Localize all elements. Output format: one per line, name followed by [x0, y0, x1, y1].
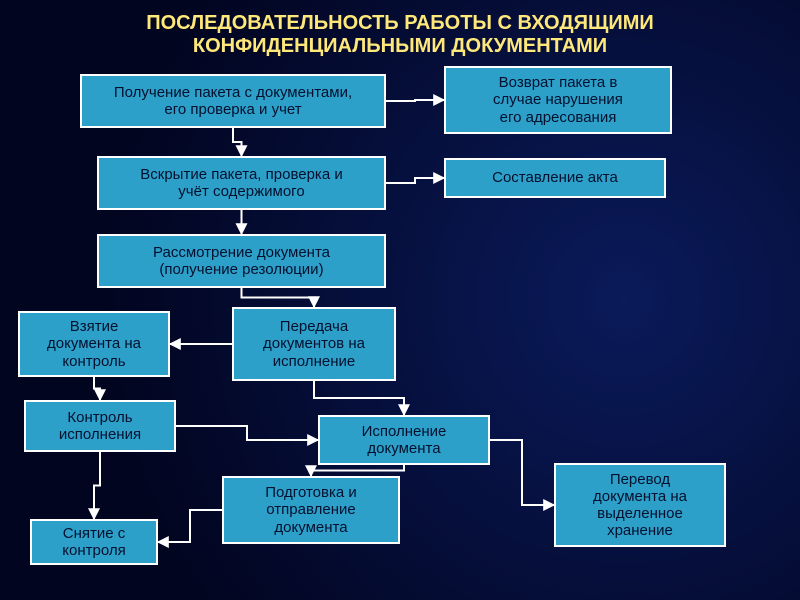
flowchart-edge: [386, 100, 444, 101]
flowchart-node: Перевод документа на выделенное хранение: [554, 463, 726, 547]
flowchart-node: Исполнение документа: [318, 415, 490, 465]
flowchart-node: Контроль исполнения: [24, 400, 176, 452]
flowchart-node: Вскрытие пакета, проверка и учёт содержи…: [97, 156, 386, 210]
flowchart-edge: [94, 452, 100, 519]
flowchart-node: Снятие с контроля: [30, 519, 158, 565]
flowchart-node: Взятие документа на контроль: [18, 311, 170, 377]
flowchart-edge: [158, 510, 222, 542]
diagram-stage: ПОСЛЕДОВАТЕЛЬНОСТЬ РАБОТЫ С ВХОДЯЩИМИ КО…: [0, 0, 800, 600]
flowchart-edge: [242, 288, 315, 307]
flowchart-edge: [233, 128, 242, 156]
flowchart-node: Передача документов на исполнение: [232, 307, 396, 381]
diagram-title: ПОСЛЕДОВАТЕЛЬНОСТЬ РАБОТЫ С ВХОДЯЩИМИ КО…: [0, 12, 800, 58]
flowchart-node: Подготовка и отправление документа: [222, 476, 400, 544]
flowchart-edge: [386, 178, 444, 183]
flowchart-node: Рассмотрение документа (получение резолю…: [97, 234, 386, 288]
flowchart-edge: [311, 465, 404, 476]
flowchart-node: Получение пакета с документами, его пров…: [80, 74, 386, 128]
flowchart-edge: [94, 377, 100, 400]
flowchart-edge: [314, 381, 404, 415]
flowchart-node: Возврат пакета в случае нарушения его ад…: [444, 66, 672, 134]
flowchart-edge: [490, 440, 554, 505]
flowchart-edge: [176, 426, 318, 440]
flowchart-node: Составление акта: [444, 158, 666, 198]
